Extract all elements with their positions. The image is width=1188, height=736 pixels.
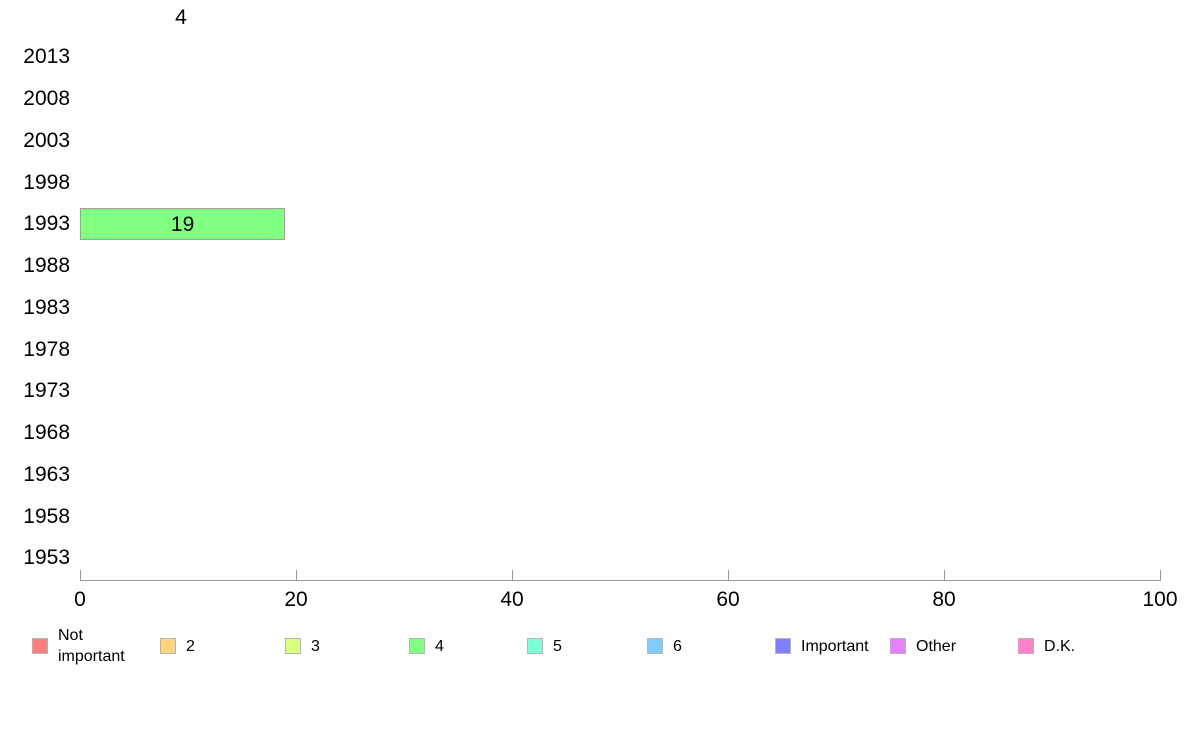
x-axis-tick-label: 100 bbox=[1142, 588, 1178, 611]
y-axis-label: 2008 bbox=[23, 87, 70, 111]
chart-title: 4 bbox=[175, 6, 187, 29]
x-axis-tick bbox=[296, 570, 297, 580]
legend-color-swatch-icon bbox=[775, 638, 791, 654]
y-axis-label: 1958 bbox=[23, 504, 70, 528]
legend-color-swatch-icon bbox=[285, 638, 301, 654]
y-axis-label: 2003 bbox=[23, 128, 70, 152]
legend-label: 4 bbox=[435, 638, 444, 655]
y-axis-label: 1973 bbox=[23, 379, 70, 403]
x-axis-tick-label: 80 bbox=[932, 588, 956, 611]
legend-color-swatch-icon bbox=[890, 638, 906, 654]
y-axis-label: 1953 bbox=[23, 546, 70, 570]
legend-label: Other bbox=[916, 638, 957, 655]
legend-color-swatch-icon bbox=[527, 638, 543, 654]
y-axis-label: 1983 bbox=[23, 295, 70, 319]
legend-color-swatch-icon bbox=[160, 638, 176, 654]
y-axis-category-labels: 2013 2008 2003 1998 1993 1988 1983 1978 1973 1968… bbox=[0, 36, 70, 580]
y-axis-label: 1993 bbox=[23, 212, 70, 236]
legend-color-swatch-icon bbox=[1018, 638, 1034, 654]
legend-label: 2 bbox=[186, 638, 195, 655]
x-axis-tick-label: 40 bbox=[500, 588, 524, 611]
y-axis-label: 1978 bbox=[23, 337, 70, 361]
legend-label: Important bbox=[801, 638, 869, 655]
x-axis-tick-label: 60 bbox=[716, 588, 740, 611]
plot-area: 19 bbox=[80, 36, 1160, 580]
x-axis-tick bbox=[944, 570, 945, 580]
legend-color-swatch-icon bbox=[409, 638, 425, 654]
y-axis-label: 1988 bbox=[23, 254, 70, 278]
x-axis-tick bbox=[80, 570, 81, 580]
legend-color-swatch-icon bbox=[32, 638, 48, 654]
x-axis-tick-label: 20 bbox=[284, 588, 308, 611]
legend-label: 5 bbox=[553, 638, 562, 655]
x-axis-tick bbox=[1160, 570, 1161, 580]
legend-label: Not important bbox=[58, 627, 125, 665]
x-axis-tick bbox=[512, 570, 513, 580]
y-axis-label: 1998 bbox=[23, 170, 70, 194]
bar-value-label: 19 bbox=[170, 213, 195, 237]
x-axis-tick bbox=[728, 570, 729, 580]
y-axis-label: 1963 bbox=[23, 462, 70, 486]
legend-label: D.K. bbox=[1044, 638, 1076, 655]
y-axis-label: 1968 bbox=[23, 421, 70, 445]
bar-segment[interactable] bbox=[80, 207, 286, 240]
legend-label: 6 bbox=[673, 638, 682, 655]
y-axis-label: 2013 bbox=[23, 45, 70, 69]
legend-label: 3 bbox=[311, 638, 320, 655]
x-axis-tick-label: 0 bbox=[74, 588, 86, 611]
legend-color-swatch-icon bbox=[647, 638, 663, 654]
chart-legend: Not important 2 3 4 5 6 Important Other D.K. bbox=[0, 626, 1188, 686]
x-axis-line bbox=[80, 580, 1161, 581]
